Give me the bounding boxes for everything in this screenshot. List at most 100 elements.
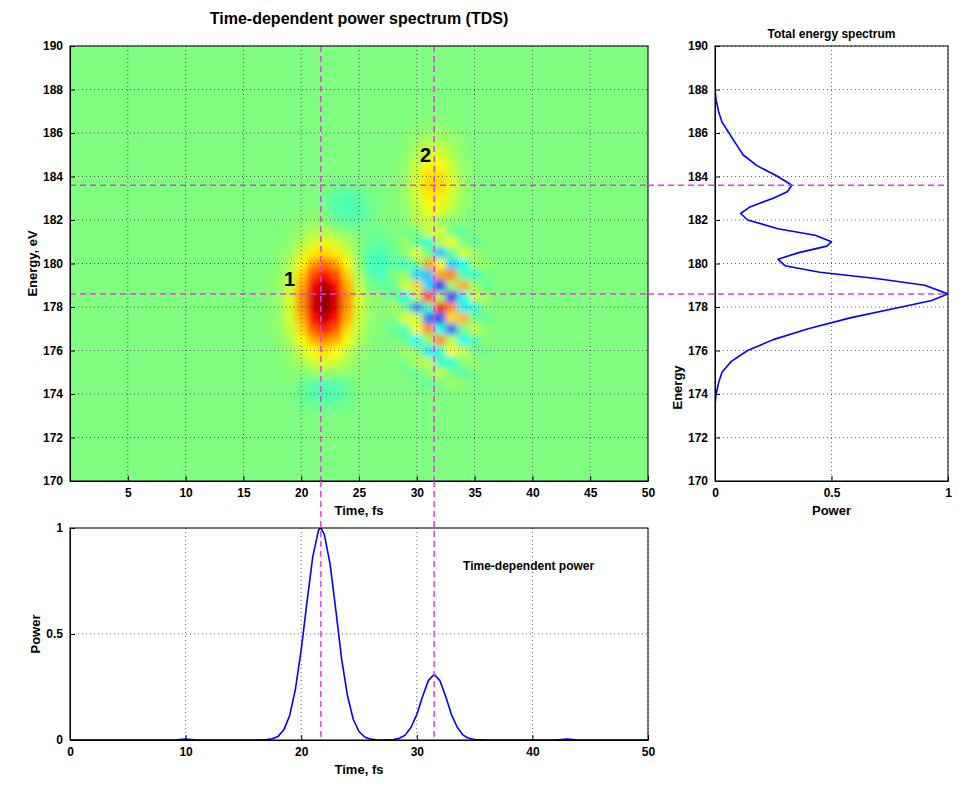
heatmap-cell <box>457 225 469 236</box>
tick-label: 15 <box>237 486 251 500</box>
heatmap-cell <box>388 106 400 117</box>
heatmap-cell <box>446 236 458 247</box>
heatmap-cell <box>272 367 284 378</box>
heatmap-cell <box>295 106 307 117</box>
heatmap-cell <box>492 323 504 334</box>
heatmap-cell <box>295 334 307 345</box>
heatmap-cell <box>492 106 504 117</box>
heatmap-cell <box>492 117 504 128</box>
tick: 182 <box>688 213 720 227</box>
heatmap-cell <box>423 193 435 204</box>
heatmap-cell <box>365 378 377 389</box>
tick-mark <box>715 133 720 134</box>
tick-label: 180 <box>43 257 63 271</box>
heatmap-cell <box>399 171 411 182</box>
heatmap-cell <box>330 138 342 149</box>
heatmap-cell <box>457 410 469 421</box>
heatmap-cell <box>388 225 400 236</box>
grid-line <box>715 263 948 264</box>
heatmap-cell <box>295 291 307 302</box>
x-axis: 01020304050 <box>67 735 655 759</box>
heatmap-cell <box>388 356 400 367</box>
heatmap-cell <box>330 193 342 204</box>
tick: 190 <box>688 39 720 53</box>
tick-label: 182 <box>688 213 708 227</box>
heatmap-cell <box>307 389 319 400</box>
heatmap-cell <box>284 149 296 160</box>
heatmap-cell <box>295 323 307 334</box>
heatmap-cell <box>376 269 388 280</box>
heatmap-cell <box>469 356 481 367</box>
heatmap-cell <box>411 291 423 302</box>
heatmap-cell <box>423 378 435 389</box>
tick-mark <box>70 481 75 482</box>
heatmap-cell <box>434 334 446 345</box>
heatmap-cell <box>469 334 481 345</box>
heatmap-cell <box>423 345 435 356</box>
heatmap-cell <box>376 138 388 149</box>
tick: 172 <box>43 431 75 445</box>
heatmap-cell <box>307 117 319 128</box>
tick: 0.5 <box>824 476 841 500</box>
heatmap-cell <box>480 193 492 204</box>
tick-label: 20 <box>295 486 309 500</box>
tick: 20 <box>295 476 309 500</box>
tick-label: 174 <box>688 387 708 401</box>
heatmap-cell <box>261 182 273 193</box>
heatmap-cell <box>342 106 354 117</box>
heatmap-cell <box>492 367 504 378</box>
panel-line: 00.51170172174176178180182184186188190To… <box>648 27 952 518</box>
heatmap-cell <box>492 138 504 149</box>
heatmap-cell <box>469 160 481 171</box>
heatmap-cell <box>353 410 365 421</box>
heatmap-cell <box>399 312 411 323</box>
tick: 25 <box>353 476 367 500</box>
plot-area <box>70 528 648 740</box>
heatmap-cell <box>342 410 354 421</box>
tick-label: 0 <box>67 745 74 759</box>
tick: 184 <box>688 170 720 184</box>
y-axis-title: Power <box>28 614 43 653</box>
heatmap-cell <box>480 204 492 215</box>
heatmap-cell <box>423 171 435 182</box>
tick-label: 30 <box>411 486 425 500</box>
heatmap-cell <box>423 389 435 400</box>
plot-area <box>70 46 648 481</box>
heatmap-cell <box>457 182 469 193</box>
heatmap-cell <box>469 106 481 117</box>
heatmap-cell <box>295 302 307 313</box>
heatmap-cell <box>272 225 284 236</box>
heatmap-cell <box>492 236 504 247</box>
heatmap-cell <box>342 258 354 269</box>
heatmap-cell <box>376 410 388 421</box>
heatmap-cell <box>423 236 435 247</box>
tick-label: 10 <box>179 486 193 500</box>
grid-line <box>715 220 948 221</box>
heatmap-cell <box>434 356 446 367</box>
heatmap-cell <box>434 215 446 226</box>
heatmap-cell <box>353 302 365 313</box>
heatmap-cell <box>457 106 469 117</box>
heatmap-cell <box>388 149 400 160</box>
heatmap-cell <box>307 345 319 356</box>
tick-mark <box>301 476 302 481</box>
heatmap-cell <box>261 367 273 378</box>
heatmap-cell <box>434 367 446 378</box>
grid-line <box>70 176 648 177</box>
reference-lines <box>321 481 434 740</box>
heatmap-cell <box>388 193 400 204</box>
heatmap-cell <box>365 367 377 378</box>
tick-mark <box>715 481 720 482</box>
heatmap-cell <box>411 323 423 334</box>
grid-line <box>715 437 948 438</box>
tick-label: 186 <box>43 126 63 140</box>
heatmap-cell <box>388 269 400 280</box>
heatmap-cell <box>388 367 400 378</box>
heatmap-cell <box>330 269 342 280</box>
tick-label: 35 <box>468 486 482 500</box>
heatmap-cell <box>284 312 296 323</box>
grid <box>70 46 648 481</box>
heatmap-cell <box>261 247 273 258</box>
heatmap-cell <box>457 378 469 389</box>
y-axis: 00.51 <box>46 521 75 747</box>
